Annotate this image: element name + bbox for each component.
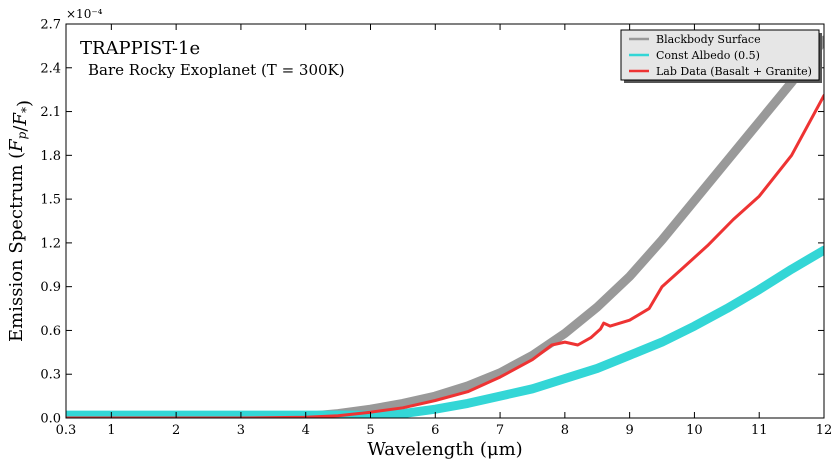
series-line-1 [66, 35, 824, 418]
y-tick-label: 2.7 [40, 18, 61, 33]
x-tick-label: 9 [626, 423, 634, 438]
x-tick-label: 1 [107, 423, 115, 438]
x-tick-label: 5 [366, 423, 374, 438]
ticks-layer: 0.3 1 2 3 4 5 6 7 8 9 10 11 120.00.30.60.91.21.51.82… [40, 18, 832, 439]
x-tick-label: 4 [302, 423, 310, 438]
series-line-3 [66, 94, 824, 418]
y-tick-label: 2.4 [40, 61, 61, 76]
legend: Blackbody Surface Const Albedo (0.5) Lab D… [620, 29, 822, 83]
x-tick-label: 7 [496, 423, 504, 438]
x-tick-label: 10 [686, 423, 703, 438]
x-tick-label: 2 [172, 423, 180, 438]
plot-frame [65, 23, 825, 419]
y-tick-label: 0.9 [40, 280, 61, 295]
y-tick-label: 1.8 [40, 149, 61, 164]
legend-entry: Lab Data (Basalt + Granite) [656, 65, 812, 78]
y-tick-label: 0.0 [40, 412, 61, 427]
y-tick-label: 0.3 [40, 368, 61, 383]
series-layer [66, 35, 824, 418]
x-tick-label: 11 [751, 423, 768, 438]
y-tick-label: 1.2 [40, 236, 61, 251]
x-tick-label: 0.3 [56, 423, 77, 438]
x-tick-label: 12 [816, 423, 833, 438]
y-axis-label: Emission Spectrum (Fp/F*) [6, 100, 35, 342]
x-axis-label: Wavelength (μm) [367, 439, 522, 460]
legend-entry: Const Albedo (0.5) [656, 49, 760, 62]
y-tick-label: 2.1 [40, 105, 61, 120]
y-axis-multiplier: ×10⁻⁴ [66, 7, 103, 21]
series-line-2 [66, 245, 824, 418]
x-tick-label: 8 [561, 423, 569, 438]
legend-entry: Blackbody Surface [656, 33, 761, 46]
y-tick-label: 1.5 [40, 193, 61, 208]
chart-annotation-title: TRAPPIST-1e [80, 38, 200, 59]
chart-annotation-subtitle: Bare Rocky Exoplanet (T = 300K) [88, 61, 345, 79]
x-tick-label: 3 [237, 423, 245, 438]
y-tick-label: 0.6 [40, 324, 61, 339]
x-tick-label: 6 [431, 423, 439, 438]
